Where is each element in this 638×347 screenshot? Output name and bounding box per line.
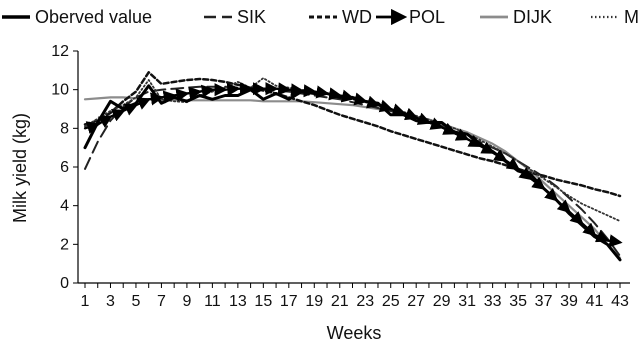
series-point-arrow [607,234,623,248]
x-tick-label: 5 [131,293,140,310]
x-tick-label: 37 [535,293,553,310]
series-point-arrow [122,103,139,116]
series-line [83,87,622,244]
series-sik [84,85,621,257]
x-tick-label: 33 [484,293,502,310]
x-ticks: 1 3 5 7 9 11 13 15 17 19 21 23 25 27 29 31 33 35 37 39 41 43 [81,283,629,310]
y-tick-label: 10 [51,82,69,99]
series-point-arrow [135,97,152,110]
x-tick-label: 21 [331,293,349,310]
x-tick-label: 39 [560,293,578,310]
x-tick-label: 27 [407,293,425,310]
x-tick-label: 23 [356,293,374,310]
series-point-arrow [403,107,419,121]
series-line [84,77,621,223]
y-tick-label: 4 [60,198,69,215]
series-point-arrow [594,230,610,243]
x-tick-label: 19 [305,293,323,310]
series-mg [84,77,621,223]
series-point-arrow [161,90,177,104]
legend-label: WD [342,7,372,27]
legend: Oberved value SIK WD POL DIJK MG [2,7,638,27]
y-tick-label: 6 [60,159,69,176]
legend-item: WD [309,7,372,27]
series-dijk [83,96,622,259]
x-tick-label: 13 [229,293,247,310]
x-tick-label: 15 [254,293,272,310]
series-line [84,85,621,257]
series-point-arrow [199,84,215,98]
series-oberved-value [83,84,622,262]
x-axis-title: Weeks [327,323,382,343]
x-tick-label: 43 [611,293,629,310]
x-tick-label: 11 [204,293,221,310]
series-point-arrow [148,92,165,106]
y-tick-label: 12 [51,43,69,60]
y-tick-label: 8 [60,120,69,137]
legend-label: MG [624,7,638,27]
series-point-arrow [466,134,483,147]
x-tick-label: 35 [509,293,527,310]
legend-item: SIK [204,7,266,27]
y-ticks: 0 2 4 6 8 10 12 [51,43,78,292]
y-tick-label: 0 [60,275,69,292]
series-point-arrow [288,83,305,97]
legend-label: Oberved value [35,7,152,27]
series-wd [83,71,622,198]
series-line [83,71,622,198]
series-point-arrow [275,82,292,96]
y-tick-label: 2 [60,236,69,253]
x-tick-label: 29 [433,293,451,310]
series-layer [83,71,623,262]
series-point-arrow [390,103,406,117]
x-tick-label: 25 [382,293,400,310]
legend-item: DIJK [480,7,552,27]
x-tick-label: 17 [280,293,298,310]
x-tick-label: 9 [182,293,191,310]
x-tick-label: 7 [157,293,166,310]
series-point-arrow [174,88,190,102]
x-tick-label: 41 [586,293,604,310]
legend-label: SIK [237,7,266,27]
y-axis-title: Milk yield (kg) [10,113,30,223]
legend-item: Oberved value [2,7,152,27]
legend-label: POL [409,7,445,27]
series-point-arrow [225,82,241,97]
series-pol [83,82,623,248]
x-tick-label: 31 [458,293,476,310]
series-point-arrow [453,128,470,141]
series-line [83,96,622,259]
legend-label: DIJK [513,7,552,27]
series-point-arrow [186,86,203,100]
x-tick-label: 3 [106,293,115,310]
x-tick-label: 1 [81,293,90,310]
legend-item: POL [376,7,445,27]
series-line [83,84,622,262]
legend-item: MG [591,7,638,27]
series-point-arrow [110,109,126,122]
series-point-arrow [97,115,113,128]
